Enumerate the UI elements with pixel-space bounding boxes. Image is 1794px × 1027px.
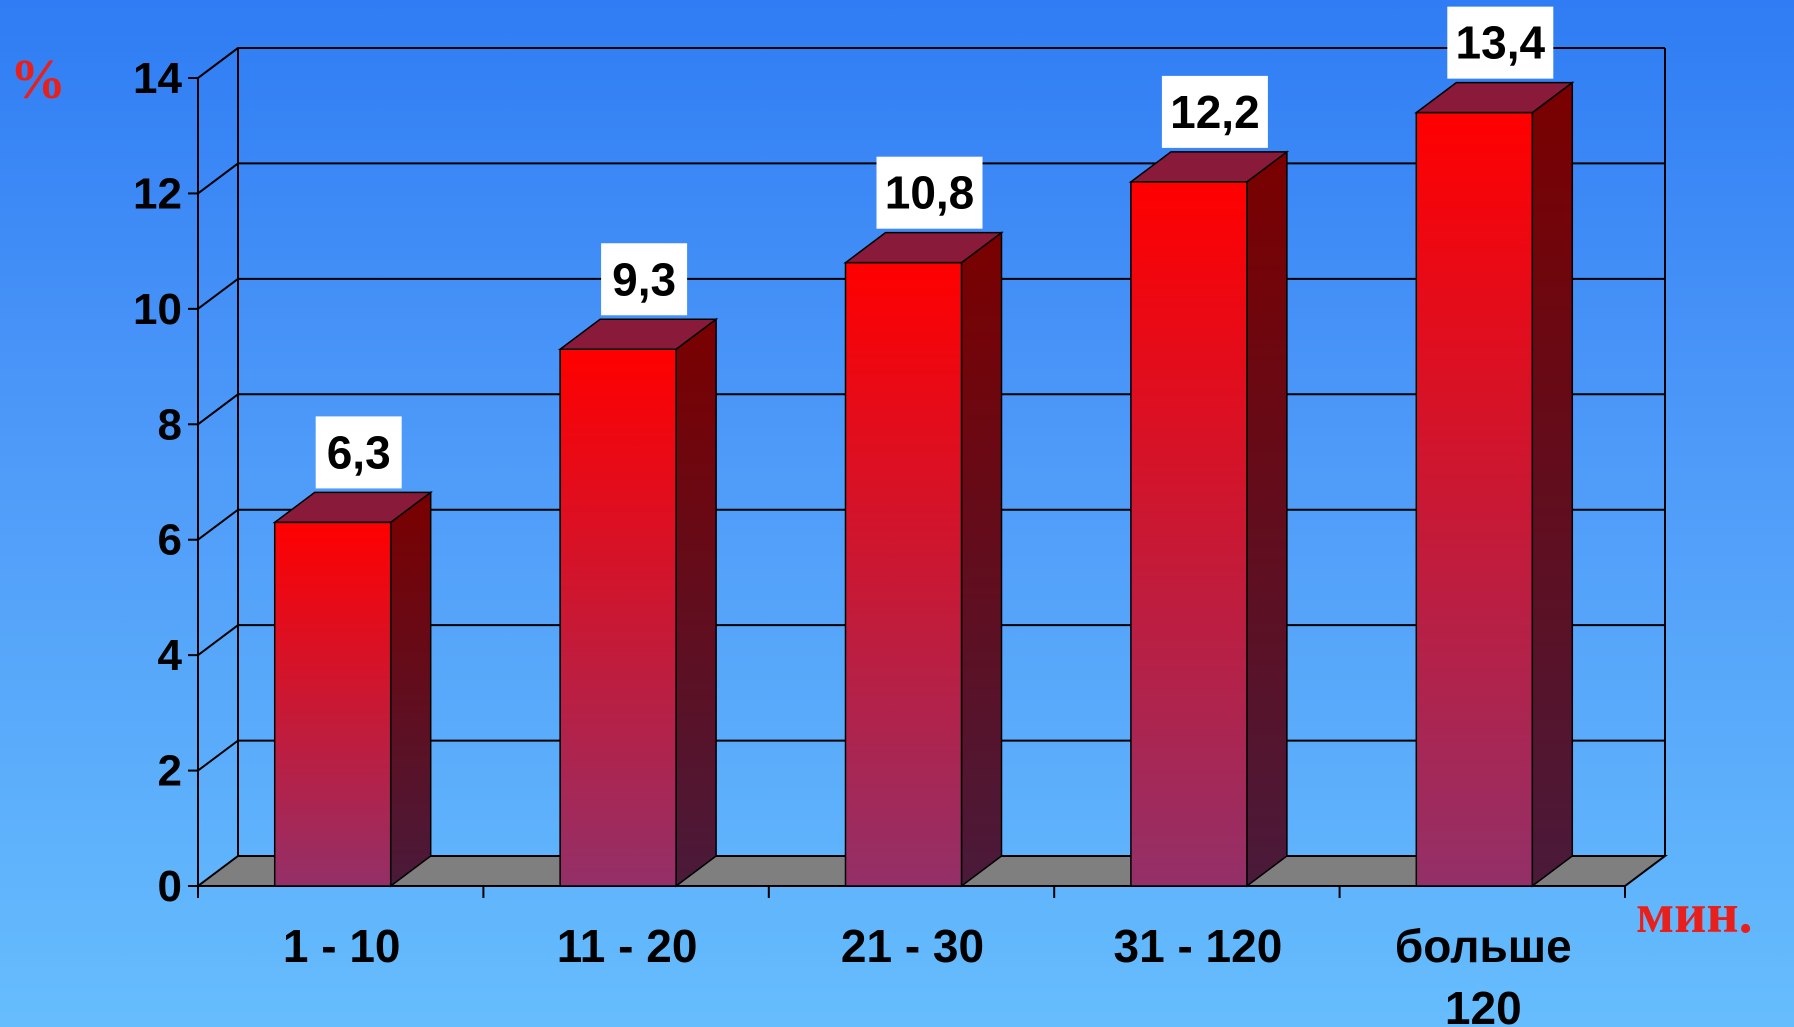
category-label: 1 - 10 xyxy=(283,920,401,972)
y-tick-label: 10 xyxy=(133,285,182,334)
x-axis-label: мин. xyxy=(1636,883,1753,945)
bars xyxy=(272,81,1575,888)
chart-frame xyxy=(197,47,1666,886)
bar-side xyxy=(960,231,1003,888)
y-tick-label: 2 xyxy=(158,747,182,796)
data-label: 12,2 xyxy=(1161,75,1268,148)
category-label: 31 - 120 xyxy=(1114,920,1283,972)
bar xyxy=(1414,81,1575,888)
data-label-text: 12,2 xyxy=(1170,86,1260,138)
x-axis-ticks xyxy=(197,885,1626,898)
y-axis-ticks: 0 2 4 6 8 10 12 14 xyxy=(133,54,198,911)
bar-front xyxy=(1130,181,1248,887)
y-axis-label: % xyxy=(10,49,66,111)
data-label: 9,3 xyxy=(601,243,688,316)
category-label: больше xyxy=(1395,920,1572,972)
data-label: 10,8 xyxy=(876,156,983,229)
data-label-text: 6,3 xyxy=(327,426,391,478)
bar-front xyxy=(273,521,392,887)
bar-front xyxy=(1415,111,1534,887)
category-labels: 1 - 10 11 - 20 21 - 30 31 - 120 больше 120 xyxy=(283,920,1572,1027)
bar-side xyxy=(1531,81,1574,888)
y-tick-label: 12 xyxy=(133,169,182,218)
y-tick-label: 0 xyxy=(158,862,182,911)
y-tick-label: 4 xyxy=(158,631,183,680)
data-label: 6,3 xyxy=(315,416,402,489)
category-label: 11 - 20 xyxy=(557,920,698,972)
data-label-text: 10,8 xyxy=(885,167,975,219)
y-tick-label: 8 xyxy=(158,400,182,449)
bar xyxy=(843,231,1004,888)
bar xyxy=(557,317,719,888)
bar xyxy=(272,490,433,888)
category-label: 21 - 30 xyxy=(841,920,984,972)
y-tick-label: 6 xyxy=(158,516,182,565)
bar-front xyxy=(844,261,963,887)
bar xyxy=(1128,150,1290,888)
bar-front xyxy=(559,348,677,887)
data-label-text: 9,3 xyxy=(612,253,676,305)
y-tick-label: 14 xyxy=(133,54,182,103)
data-label-box xyxy=(1447,6,1554,79)
data-label-box xyxy=(876,156,983,229)
data-label-box xyxy=(1161,75,1268,148)
data-label-text: 13,4 xyxy=(1456,17,1546,69)
bar-side xyxy=(389,490,432,888)
data-label-box xyxy=(601,243,688,316)
data-label: 13,4 xyxy=(1447,6,1554,79)
gridline xyxy=(197,47,1665,79)
data-label-box xyxy=(315,416,402,489)
bar-side xyxy=(1246,150,1288,888)
category-label: 120 xyxy=(1445,982,1522,1027)
bar-side xyxy=(675,317,717,888)
data-labels: 6,3 9,3 10,8 12,2 13,4 xyxy=(315,6,1554,489)
